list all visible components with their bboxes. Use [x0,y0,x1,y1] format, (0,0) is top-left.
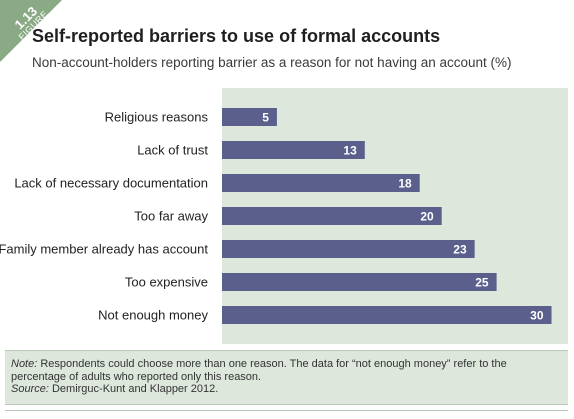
bottom-rule [5,410,568,411]
note-box: Note: Respondents could choose more than… [5,350,568,405]
category-label: Family member already has account [0,242,208,257]
source-line: Source: Demirguc-Kunt and Klapper 2012. [11,383,562,396]
note-text: Respondents could choose more than one r… [11,358,507,383]
value-label: 20 [420,210,434,224]
value-label: 25 [475,276,489,290]
bar-chart: Religious reasons 5 Lack of trust 13 Lack of… [0,108,552,324]
chart-subtitle: Non-account-holders reporting barrier as… [32,55,512,70]
category-label: Lack of trust [137,143,208,158]
category-label: Religious reasons [105,110,209,125]
source-label: Source: [11,383,49,395]
bar [222,306,552,324]
category-label: Too far away [134,209,208,224]
bar [222,207,442,225]
source-text: Demirguc-Kunt and Klapper 2012. [48,383,219,395]
value-label: 18 [398,177,412,191]
bar [222,108,277,126]
category-label: Lack of necessary documentation [14,176,208,191]
value-label: 5 [262,111,269,125]
note-label: Note: [11,358,38,370]
category-label: Not enough money [98,308,208,323]
category-label: Too expensive [125,275,208,290]
bar [222,273,497,291]
chart-title: Self-reported barriers to use of formal … [32,26,441,46]
value-label: 23 [453,243,467,257]
value-label: 30 [530,309,544,323]
note-line: Note: Respondents could choose more than… [11,358,562,383]
bar [222,141,365,159]
bar [222,174,420,192]
value-label: 13 [343,144,357,158]
bar [222,240,475,258]
figure-corner-triangle [0,0,62,62]
